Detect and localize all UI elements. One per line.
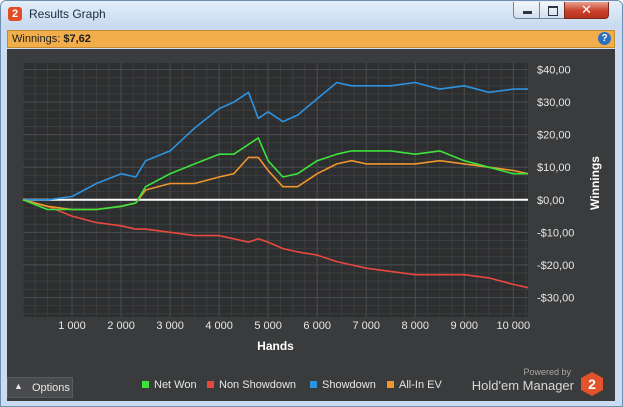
powered-by-label: Powered by — [523, 367, 571, 377]
x-tick-label: 10 000 — [496, 320, 530, 332]
legend-item-all-in-ev[interactable]: All-In EV — [387, 379, 442, 391]
x-tick-label: 5 000 — [254, 320, 282, 332]
help-icon[interactable]: ? — [598, 32, 611, 45]
x-tick-label: 3 000 — [156, 320, 184, 332]
x-tick-label: 8 000 — [401, 320, 429, 332]
chevron-up-icon: ▲ — [14, 381, 23, 391]
legend-item-showdown[interactable]: Showdown — [310, 379, 376, 391]
x-tick-label: 6 000 — [303, 320, 331, 332]
y-tick-label: $40,00 — [537, 65, 571, 77]
showdown-swatch — [310, 381, 317, 388]
net-won-swatch — [142, 381, 149, 388]
x-tick-label: 4 000 — [205, 320, 233, 332]
y-tick-label: $0,00 — [537, 195, 565, 207]
y-axis-title: Winnings — [588, 156, 602, 210]
y-tick-label: -$30,00 — [537, 292, 574, 304]
legend-item-net-won[interactable]: Net Won — [142, 379, 197, 391]
window-title: Results Graph — [29, 7, 106, 21]
y-tick-label: $30,00 — [537, 97, 571, 109]
close-icon: ✕ — [581, 3, 592, 18]
x-axis-title: Hands — [257, 339, 294, 353]
non-showdown-swatch — [207, 381, 214, 388]
hm2-logo-icon: 2 — [581, 372, 603, 396]
maximize-icon — [548, 6, 558, 16]
winnings-bar: Winnings: $7,62 ? — [7, 30, 615, 48]
close-button[interactable]: ✕ — [564, 2, 609, 19]
y-tick-label: $10,00 — [537, 162, 571, 174]
series-line-net-won — [22, 137, 528, 211]
title-bar[interactable]: 2 Results Graph ✕ — [1, 1, 622, 28]
x-tick-label: 7 000 — [352, 320, 380, 332]
svg-text:2: 2 — [588, 376, 596, 392]
x-tick-label: 2 000 — [107, 320, 135, 332]
brand-name: Hold'em Manager — [471, 378, 574, 393]
series-line-non-showdown — [22, 199, 529, 289]
y-tick-label: $20,00 — [537, 130, 571, 142]
app-icon: 2 — [8, 7, 22, 21]
legend-label: Non Showdown — [219, 379, 297, 391]
maximize-button[interactable] — [539, 2, 565, 19]
legend-label: Net Won — [154, 379, 197, 391]
legend-label: Showdown — [322, 379, 376, 391]
options-label: Options — [32, 382, 70, 394]
winnings-summary: Winnings: $7,62 — [12, 33, 91, 45]
series-line-showdown — [23, 81, 528, 201]
options-button[interactable]: ▲ Options — [7, 377, 73, 398]
all-in-ev-swatch — [387, 381, 394, 388]
y-tick-label: -$20,00 — [537, 260, 574, 272]
minimize-icon — [523, 11, 532, 14]
legend-item-non-showdown[interactable]: Non Showdown — [207, 379, 296, 391]
winnings-value: $7,62 — [63, 33, 91, 45]
x-tick-label: 1 000 — [58, 320, 86, 332]
y-tick-label: -$10,00 — [537, 227, 574, 239]
winnings-label: Winnings: — [12, 33, 61, 45]
legend-label: All-In EV — [399, 379, 442, 391]
x-tick-label: 9 000 — [450, 320, 478, 332]
